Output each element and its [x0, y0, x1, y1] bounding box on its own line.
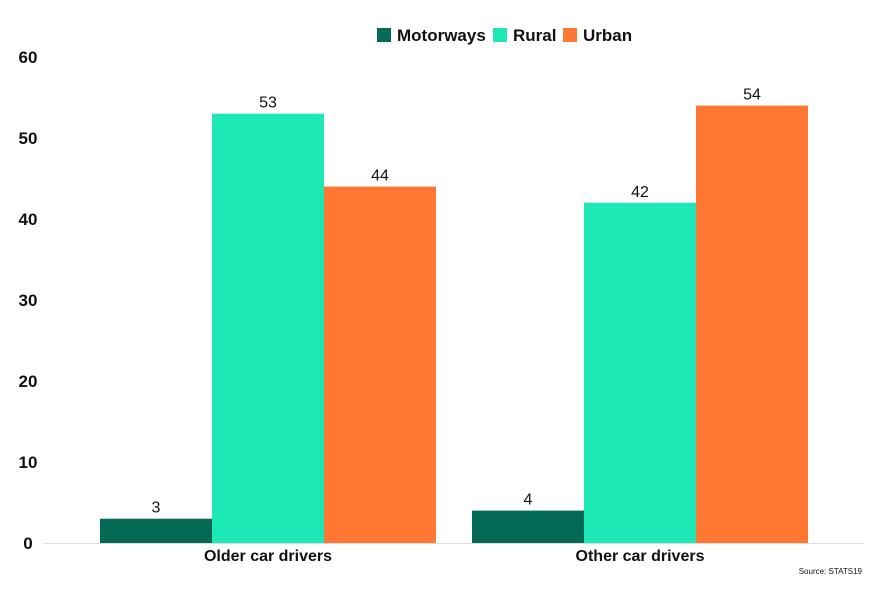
bar-urban	[696, 105, 808, 543]
y-tick-label: 0	[23, 534, 32, 553]
legend: Motorways Rural Urban	[377, 26, 632, 45]
legend-swatch-motorways	[377, 28, 391, 42]
source-label: Source: STATS19	[799, 567, 863, 576]
data-label-motorways: 4	[524, 492, 533, 509]
y-tick-label: 60	[19, 48, 38, 67]
bar-motorways	[100, 518, 212, 543]
legend-swatch-rural	[493, 28, 507, 42]
x-category-label: Older car drivers	[204, 548, 332, 565]
legend-label-rural: Rural	[513, 26, 556, 45]
data-label-urban: 54	[743, 87, 761, 104]
bars	[100, 105, 808, 544]
y-tick-label: 40	[19, 210, 38, 229]
y-tick-label: 20	[19, 372, 38, 391]
data-label-rural: 53	[259, 95, 277, 112]
bar-urban	[324, 186, 436, 543]
legend-label-urban: Urban	[583, 26, 632, 45]
bar-rural	[584, 202, 696, 544]
data-label-motorways: 3	[152, 500, 161, 517]
legend-swatch-urban	[563, 28, 577, 42]
legend-label-motorways: Motorways	[397, 26, 486, 45]
x-category-label: Other car drivers	[576, 548, 705, 565]
bar-motorways	[472, 510, 584, 543]
data-label-urban: 44	[371, 168, 389, 185]
x-axis-categories: Older car drivers Other car drivers	[204, 548, 705, 565]
y-axis: 0 10 20 30 40 50 60	[19, 48, 38, 553]
data-label-rural: 42	[631, 184, 649, 201]
y-tick-label: 10	[19, 453, 38, 472]
bar-rural	[212, 113, 324, 543]
y-tick-label: 30	[19, 291, 38, 310]
y-tick-label: 50	[19, 129, 38, 148]
